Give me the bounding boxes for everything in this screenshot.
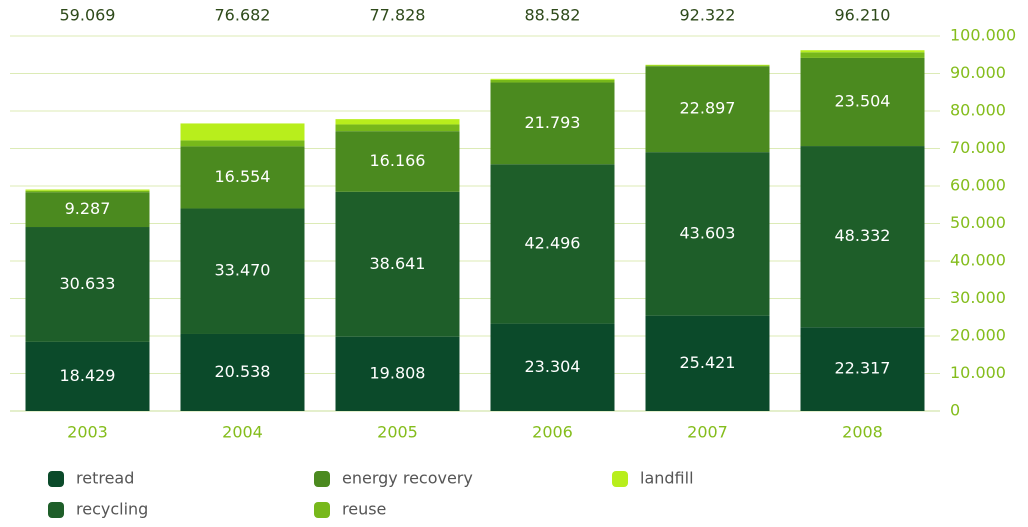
legend-swatch <box>314 471 330 487</box>
y-tick-label: 70.000 <box>950 138 1006 157</box>
legend-label: reuse <box>342 500 386 519</box>
bar-segment <box>335 131 460 192</box>
data-label: 38.641 <box>370 254 426 273</box>
total-label: 88.582 <box>525 6 581 25</box>
bar-segment <box>180 123 305 141</box>
data-label: 20.538 <box>215 362 271 381</box>
bar-segment <box>645 64 770 66</box>
bar-segment <box>335 124 460 132</box>
y-tick-label: 20.000 <box>950 326 1006 345</box>
y-tick-label: 100.000 <box>950 26 1016 45</box>
y-tick-label: 50.000 <box>950 213 1006 232</box>
bar-segment <box>800 146 925 328</box>
legend-swatch <box>612 471 628 487</box>
bar-segment <box>800 52 925 58</box>
legend-swatch <box>314 502 330 518</box>
data-label: 33.470 <box>215 261 271 280</box>
bar-segment <box>800 57 925 147</box>
y-tick-label: 40.000 <box>950 251 1006 270</box>
y-tick-label: 90.000 <box>950 63 1006 82</box>
legend-swatch <box>48 502 64 518</box>
y-tick-label: 60.000 <box>950 176 1006 195</box>
bar-segment <box>25 190 150 193</box>
data-label: 22.897 <box>680 99 736 118</box>
data-label: 42.496 <box>525 233 581 252</box>
bar-segment <box>490 78 615 80</box>
data-label: 22.317 <box>835 359 891 378</box>
legend-label: recycling <box>76 500 148 519</box>
total-label: 92.322 <box>680 6 736 25</box>
bar-segment <box>645 152 770 316</box>
bar-segment <box>645 65 770 67</box>
total-label: 59.069 <box>60 6 116 25</box>
bar-segment <box>490 82 615 165</box>
bar-segment <box>335 119 460 125</box>
legend-swatch <box>48 471 64 487</box>
y-tick-label: 80.000 <box>950 101 1006 120</box>
bar-segment <box>180 140 305 147</box>
bar-segment <box>645 315 770 411</box>
data-label: 30.633 <box>60 274 116 293</box>
bar-segment <box>25 192 150 228</box>
data-label: 23.504 <box>835 91 891 110</box>
y-tick-label: 30.000 <box>950 288 1006 307</box>
bar-segment <box>800 50 925 53</box>
bar-segment <box>25 189 150 191</box>
legend-label: landfill <box>640 469 694 488</box>
data-label: 18.429 <box>60 366 116 385</box>
data-label: 48.332 <box>835 226 891 245</box>
total-label: 77.828 <box>370 6 426 25</box>
x-tick-label: 2005 <box>377 423 418 442</box>
bar-segment <box>180 146 305 209</box>
bar-segment <box>490 323 615 411</box>
bar-segment <box>490 79 615 83</box>
bar-segment <box>25 227 150 342</box>
x-tick-label: 2004 <box>222 423 263 442</box>
bar-segment <box>335 191 460 337</box>
y-tick-label: 0 <box>950 401 960 420</box>
y-tick-label: 10.000 <box>950 363 1006 382</box>
x-tick-label: 2007 <box>687 423 728 442</box>
data-label: 19.808 <box>370 363 426 382</box>
data-label: 21.793 <box>525 113 581 132</box>
data-label: 16.554 <box>215 167 271 186</box>
data-label: 9.287 <box>65 199 111 218</box>
data-label: 23.304 <box>525 357 581 376</box>
legend-label: retread <box>76 469 134 488</box>
data-label: 16.166 <box>370 151 426 170</box>
x-tick-label: 2008 <box>842 423 883 442</box>
bar-segment <box>490 164 615 324</box>
bar-segment <box>25 341 150 411</box>
bar-segment <box>180 333 305 411</box>
legend-label: energy recovery <box>342 469 473 488</box>
total-label: 96.210 <box>835 6 891 25</box>
data-label: 43.603 <box>680 223 736 242</box>
bar-segment <box>645 66 770 153</box>
bar-segment <box>800 327 925 411</box>
x-tick-label: 2006 <box>532 423 573 442</box>
x-tick-label: 2003 <box>67 423 108 442</box>
data-label: 25.421 <box>680 353 736 372</box>
total-label: 76.682 <box>215 6 271 25</box>
bar-segment <box>335 336 460 411</box>
bar-segment <box>180 208 305 334</box>
